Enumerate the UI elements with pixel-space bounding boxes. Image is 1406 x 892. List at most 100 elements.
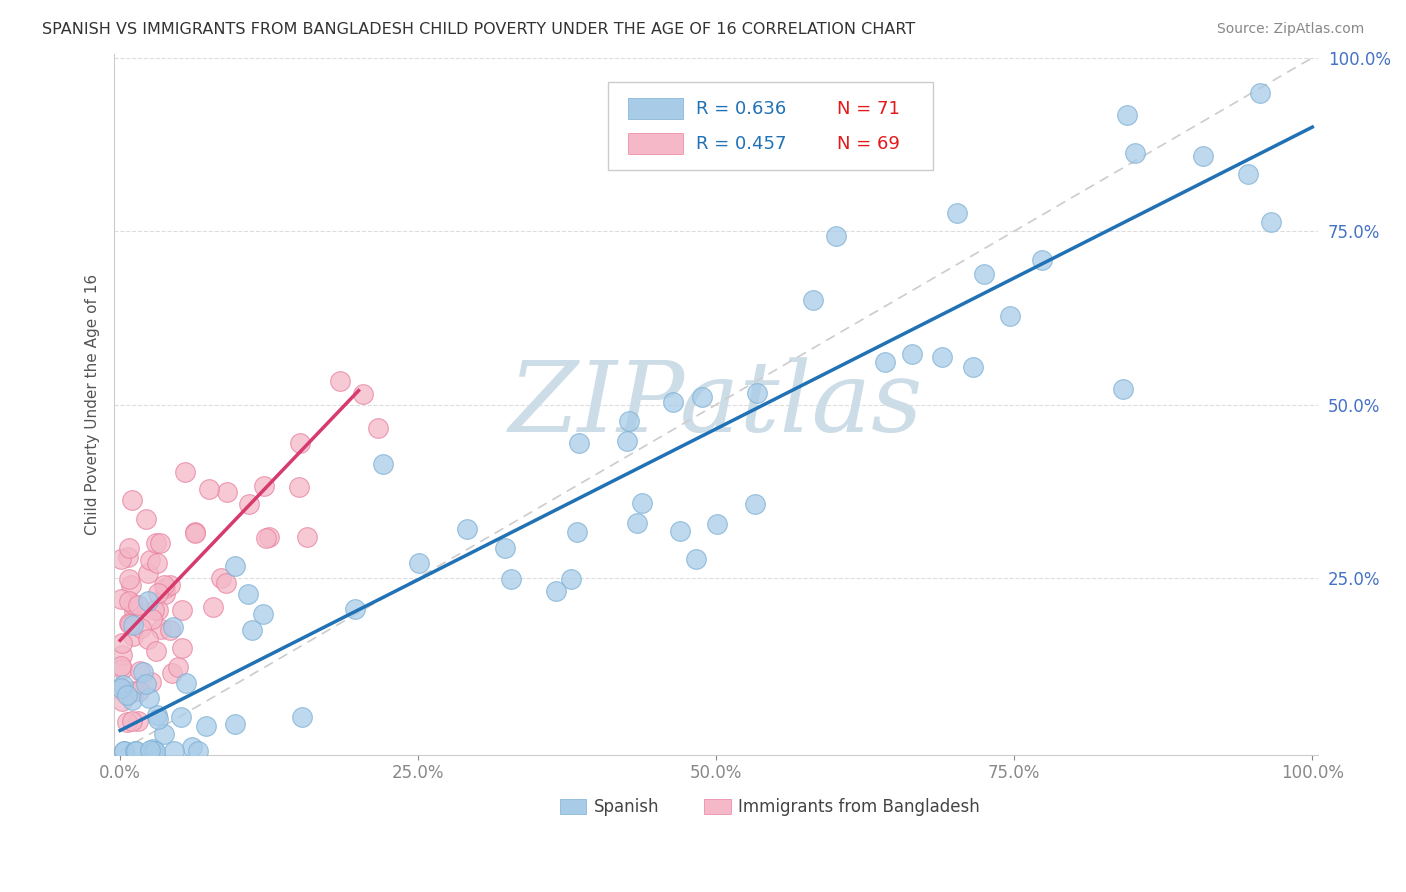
Point [236, 586, 259, 600]
Point [122, 604, 145, 618]
Point [875, 354, 897, 368]
Point [118, 617, 141, 632]
Point [662, 395, 685, 409]
Point [259, 530, 281, 544]
Point [456, 522, 478, 536]
Point [139, 552, 162, 566]
Point [962, 359, 984, 374]
Point [135, 677, 157, 691]
Bar [628, 98, 682, 120]
Point [252, 607, 274, 622]
Point [139, 675, 162, 690]
Point [616, 434, 638, 448]
Point [112, 744, 135, 758]
Point [150, 623, 173, 637]
Text: N = 71: N = 71 [837, 100, 900, 118]
Point [131, 621, 153, 635]
Point [124, 683, 146, 698]
Bar [704, 799, 731, 814]
Point [122, 598, 145, 612]
Point [162, 619, 184, 633]
Point [117, 550, 139, 565]
Point [254, 531, 277, 545]
Text: N = 69: N = 69 [837, 135, 900, 153]
Point [172, 603, 194, 617]
Point [901, 347, 924, 361]
Point [159, 623, 181, 637]
Point [146, 707, 169, 722]
Point [931, 350, 953, 364]
Point [117, 715, 139, 730]
Point [173, 466, 195, 480]
Point [146, 557, 169, 571]
Point [117, 594, 139, 608]
Point [112, 678, 135, 692]
Point [170, 710, 193, 724]
Point [111, 648, 134, 663]
Point [187, 744, 209, 758]
Point [201, 600, 224, 615]
Point [167, 660, 190, 674]
Point [112, 744, 135, 758]
Point [685, 552, 707, 566]
Point [136, 593, 159, 607]
Point [352, 386, 374, 401]
Point [745, 386, 768, 401]
Point [110, 659, 132, 673]
Point [153, 578, 176, 592]
Point [153, 582, 176, 596]
Point [145, 536, 167, 550]
Point [240, 623, 263, 637]
Point [142, 744, 165, 758]
Point [146, 713, 169, 727]
Point [149, 536, 172, 550]
Point [287, 480, 309, 494]
Point [110, 551, 132, 566]
Point [176, 676, 198, 690]
Point [546, 584, 568, 599]
Point [565, 524, 588, 539]
Point [568, 436, 591, 450]
Point [128, 664, 150, 678]
Point [127, 599, 149, 613]
FancyBboxPatch shape [607, 82, 934, 169]
Bar [560, 799, 586, 814]
Point [1260, 214, 1282, 228]
Point [135, 512, 157, 526]
Point [291, 709, 314, 723]
Point [329, 374, 352, 388]
Point [110, 681, 132, 695]
Point [946, 205, 969, 219]
Point [136, 632, 159, 646]
Point [801, 293, 824, 307]
Point [288, 435, 311, 450]
Point [1116, 108, 1139, 122]
Point [209, 571, 232, 585]
Point [215, 575, 238, 590]
Text: R = 0.457: R = 0.457 [696, 135, 786, 153]
Point [141, 612, 163, 626]
Point [122, 629, 145, 643]
Point [143, 603, 166, 617]
Point [1249, 87, 1271, 101]
Point [560, 572, 582, 586]
Point [148, 603, 170, 617]
Point [217, 485, 239, 500]
Text: R = 0.636: R = 0.636 [696, 100, 786, 118]
Point [121, 693, 143, 707]
Point [159, 578, 181, 592]
Point [295, 530, 318, 544]
Point [110, 683, 132, 698]
Point [136, 566, 159, 580]
Point [121, 492, 143, 507]
Point [1112, 382, 1135, 396]
Point [142, 742, 165, 756]
Point [973, 267, 995, 281]
Point [121, 714, 143, 728]
Point [170, 641, 193, 656]
Point [626, 516, 648, 530]
Text: Immigrants from Bangladesh: Immigrants from Bangladesh [738, 797, 980, 815]
Point [184, 526, 207, 541]
Text: Spanish: Spanish [593, 797, 659, 815]
Text: ZIPatlas: ZIPatlas [509, 357, 924, 452]
